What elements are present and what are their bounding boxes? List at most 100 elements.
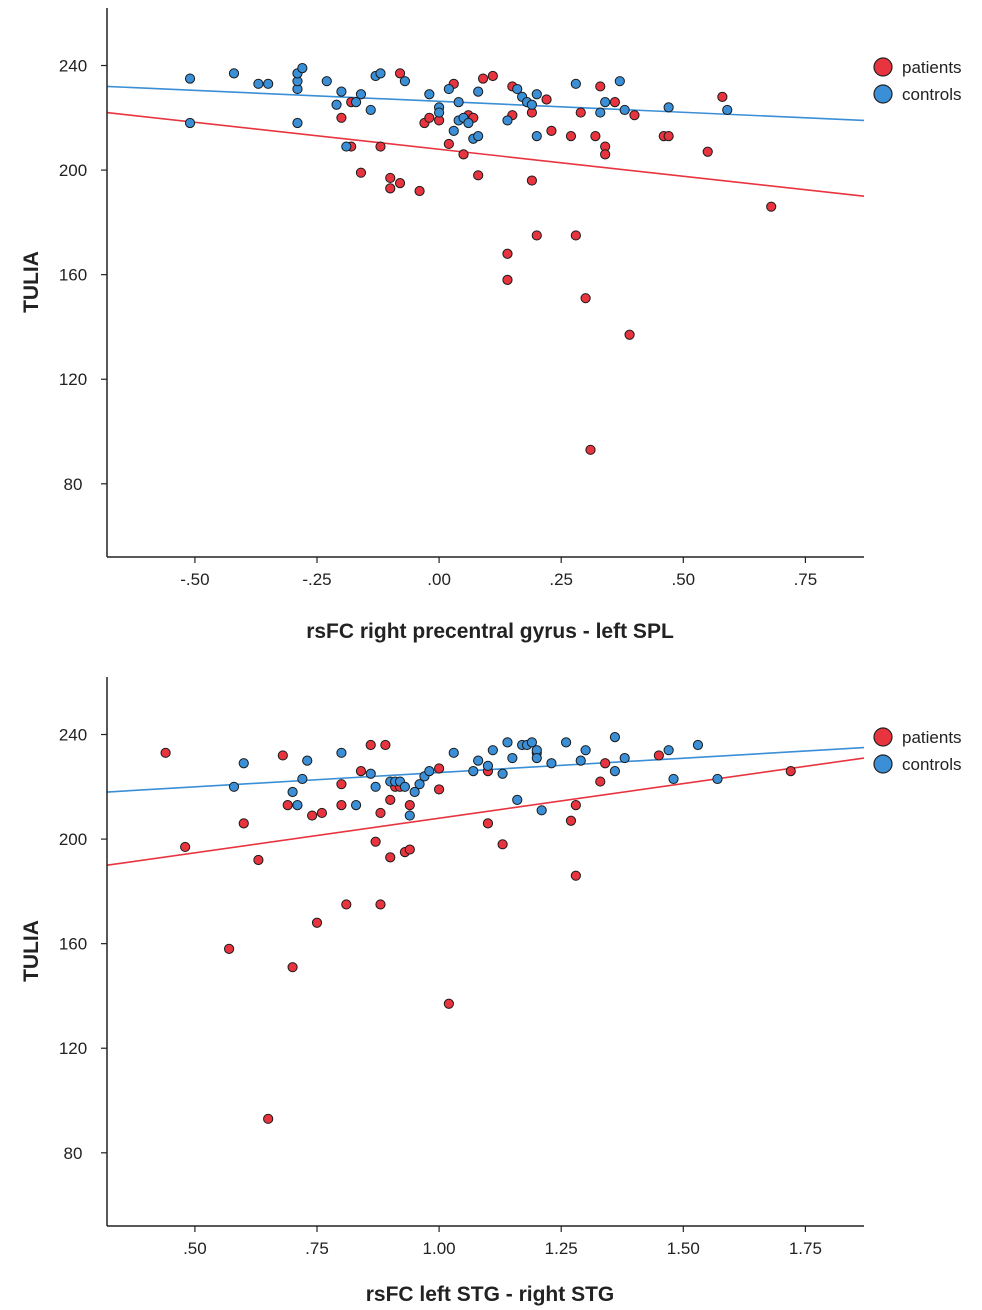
- point-controls: [228, 68, 240, 79]
- point-patients: [307, 810, 318, 821]
- point-patients: [336, 112, 347, 123]
- fit-line-patients: [106, 757, 865, 867]
- point-controls: [355, 89, 367, 100]
- point-controls: [570, 78, 581, 89]
- point-controls: [350, 800, 362, 811]
- y-axis-title: TULIA: [20, 251, 43, 313]
- point-controls: [350, 97, 362, 108]
- point-controls: [253, 78, 264, 89]
- point-patients: [238, 818, 249, 829]
- point-controls: [609, 766, 621, 777]
- point-controls: [507, 752, 518, 764]
- legend: patients controls: [873, 57, 962, 104]
- y-tick-label: 240: [59, 726, 87, 745]
- point-patients: [458, 149, 469, 160]
- point-patients: [570, 230, 581, 241]
- point-patients: [385, 183, 396, 194]
- legend-label-patients: patients: [902, 728, 962, 747]
- point-patients: [526, 175, 537, 186]
- y-tick-label: 160: [59, 266, 87, 285]
- x-tick-label: 1.00: [423, 1239, 456, 1258]
- y-tick-label: 80: [64, 475, 83, 494]
- x-tick-label: 1.75: [789, 1239, 822, 1258]
- point-controls: [595, 107, 606, 118]
- x-tick-label: .75: [794, 570, 818, 589]
- y-tick-label: 240: [59, 57, 87, 76]
- point-patients: [394, 178, 406, 189]
- point-controls: [365, 104, 376, 116]
- point-patients: [434, 763, 445, 774]
- point-patients: [253, 854, 264, 866]
- point-controls: [184, 73, 196, 84]
- point-controls: [531, 752, 542, 764]
- x-tick-label: .50: [183, 1239, 207, 1258]
- point-patients: [565, 815, 577, 826]
- point-controls: [321, 76, 332, 87]
- x-axis-title: rsFC left STG - right STG: [366, 1283, 615, 1306]
- legend-marker-patients: [873, 727, 893, 747]
- point-patients: [336, 779, 347, 790]
- legend: patients controls: [873, 727, 962, 774]
- point-patients: [375, 807, 386, 819]
- point-patients: [531, 230, 542, 241]
- legend-label-patients: patients: [902, 58, 962, 77]
- point-patients: [546, 125, 557, 136]
- point-patients: [385, 794, 396, 805]
- point-controls: [365, 768, 376, 779]
- point-patients: [717, 91, 728, 102]
- point-controls: [502, 737, 513, 748]
- point-patients: [355, 167, 367, 178]
- point-controls: [302, 755, 313, 766]
- point-patients: [282, 800, 293, 811]
- point-controls: [228, 781, 240, 792]
- point-patients: [482, 818, 494, 829]
- scatter-chart-stg-stg: 80 120 160 200 240 .50 .75 1.00 1.25 1.50 1.75 TU…: [20, 677, 962, 1306]
- point-patients: [375, 141, 386, 152]
- point-controls: [722, 104, 733, 116]
- point-controls: [692, 739, 704, 751]
- point-controls: [297, 773, 308, 785]
- point-controls: [370, 781, 381, 792]
- point-controls: [668, 773, 679, 785]
- point-controls: [287, 786, 298, 798]
- point-controls: [531, 131, 542, 142]
- point-controls: [434, 107, 445, 118]
- point-patients: [414, 185, 425, 197]
- point-controls: [663, 102, 674, 113]
- point-controls: [375, 68, 386, 79]
- x-axis-title: rsFC right precentral gyrus - left SPL: [306, 620, 674, 643]
- point-patients: [443, 138, 454, 150]
- point-patients: [223, 943, 235, 954]
- point-controls: [546, 758, 557, 769]
- x-tick-label: 1.25: [545, 1239, 578, 1258]
- legend-marker-controls: [873, 84, 893, 104]
- point-controls: [580, 745, 591, 756]
- point-patients: [624, 329, 635, 340]
- fit-line-patients: [106, 111, 865, 198]
- legend-label-controls: controls: [902, 755, 962, 774]
- point-patients: [487, 70, 498, 82]
- point-patients: [385, 852, 396, 863]
- x-tick-label: .00: [427, 570, 451, 589]
- point-controls: [609, 732, 621, 743]
- point-patients: [385, 172, 396, 184]
- y-tick-label: 160: [59, 935, 87, 954]
- point-controls: [424, 89, 435, 100]
- x-tick-label: -.50: [180, 570, 209, 589]
- point-patients: [311, 917, 323, 928]
- point-controls: [473, 131, 484, 142]
- point-controls: [414, 779, 425, 790]
- point-controls: [292, 117, 303, 129]
- point-patients: [502, 274, 513, 285]
- point-controls: [512, 83, 523, 95]
- point-patients: [277, 750, 288, 761]
- point-controls: [487, 745, 498, 756]
- point-patients: [316, 807, 327, 819]
- point-controls: [560, 737, 572, 748]
- point-controls: [614, 76, 625, 87]
- x-tick-label: .25: [549, 570, 573, 589]
- point-patients: [580, 293, 591, 304]
- point-patients: [394, 68, 406, 79]
- point-controls: [531, 89, 542, 100]
